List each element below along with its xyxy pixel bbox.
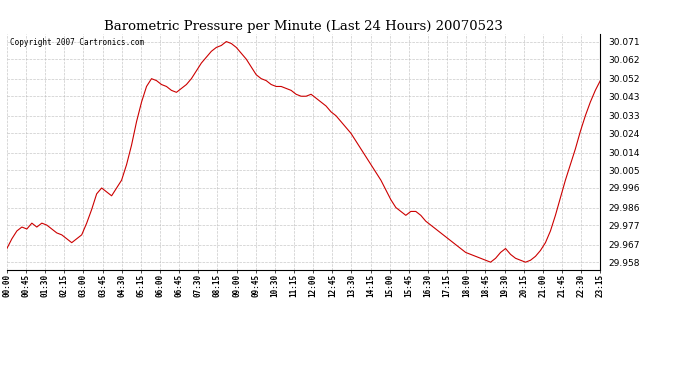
- Text: Copyright 2007 Cartronics.com: Copyright 2007 Cartronics.com: [10, 39, 144, 48]
- Title: Barometric Pressure per Minute (Last 24 Hours) 20070523: Barometric Pressure per Minute (Last 24 …: [104, 20, 503, 33]
